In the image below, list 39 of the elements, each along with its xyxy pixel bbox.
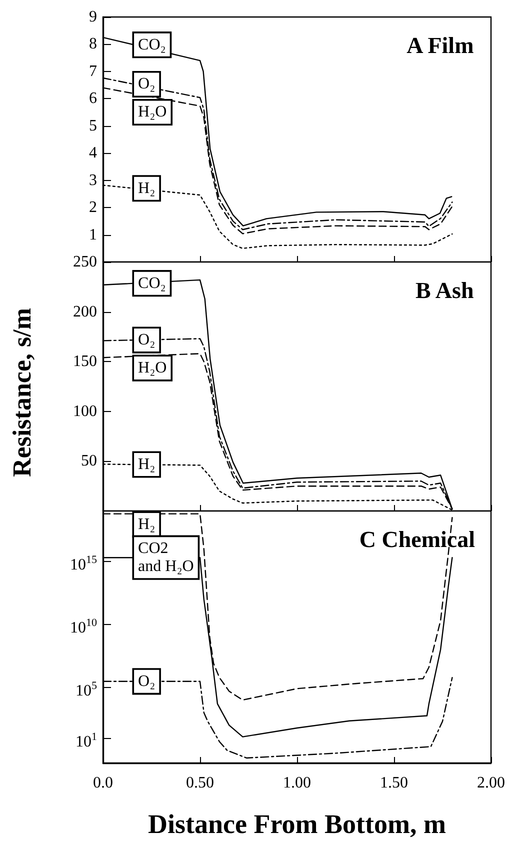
y-tick-label: 2 bbox=[89, 199, 97, 216]
y-tick-label: 5 bbox=[89, 117, 97, 134]
y-tick-label: 7 bbox=[89, 62, 97, 80]
y-tick-label: 1 bbox=[89, 226, 97, 244]
series-label: H₂ bbox=[138, 456, 156, 474]
legend-label: H₂O bbox=[138, 360, 167, 377]
y-tick-label: 10$^{10}$ bbox=[70, 616, 97, 639]
text: B Ash bbox=[416, 278, 474, 303]
y-axis-title: Resistance, s/m bbox=[8, 308, 36, 477]
y-tick-label: 4 bbox=[89, 144, 97, 162]
x-tick-label: 1.50 bbox=[380, 774, 408, 792]
x-tick-label: 0.0 bbox=[93, 774, 113, 792]
y-tick-label: 6 bbox=[89, 90, 97, 108]
series-label: CO₂ bbox=[138, 36, 166, 54]
y-tick-label: 50 bbox=[81, 452, 97, 470]
y-tick-label: 10$^{1}$ bbox=[76, 730, 97, 752]
x-tick-label: 0.50 bbox=[186, 774, 214, 792]
series-label: O₂ bbox=[138, 672, 156, 690]
y-tick-label: 250 bbox=[73, 254, 97, 270]
series-label: O₂ bbox=[138, 76, 156, 93]
legend-label: H₂O bbox=[138, 104, 167, 121]
legend-label: CO2 and H₂O bbox=[138, 540, 194, 576]
series-label: H₂ bbox=[138, 516, 156, 533]
y-tick-label: 9 bbox=[89, 8, 97, 26]
text: C Chemical bbox=[359, 527, 476, 552]
y-tick-label: 150 bbox=[73, 353, 97, 370]
y-tick-label: 200 bbox=[73, 303, 97, 320]
y-tick-label: 10$^{15}$ bbox=[70, 553, 97, 576]
series-label: O₂ bbox=[138, 332, 156, 349]
series-label: CO₂ bbox=[138, 274, 166, 292]
y-tick-label: 8 bbox=[89, 36, 97, 53]
series-label: H₂ bbox=[138, 180, 156, 197]
text: A Film bbox=[406, 33, 474, 58]
y-tick-label: 100 bbox=[73, 402, 97, 420]
y-tick-label: 3 bbox=[89, 172, 97, 189]
x-axis-title: Distance From Bottom, m bbox=[148, 809, 446, 839]
y-tick-label: 10$^{5}$ bbox=[76, 679, 97, 702]
x-tick-label: 2.00 bbox=[477, 774, 505, 792]
x-tick-label: 1.00 bbox=[283, 774, 311, 792]
